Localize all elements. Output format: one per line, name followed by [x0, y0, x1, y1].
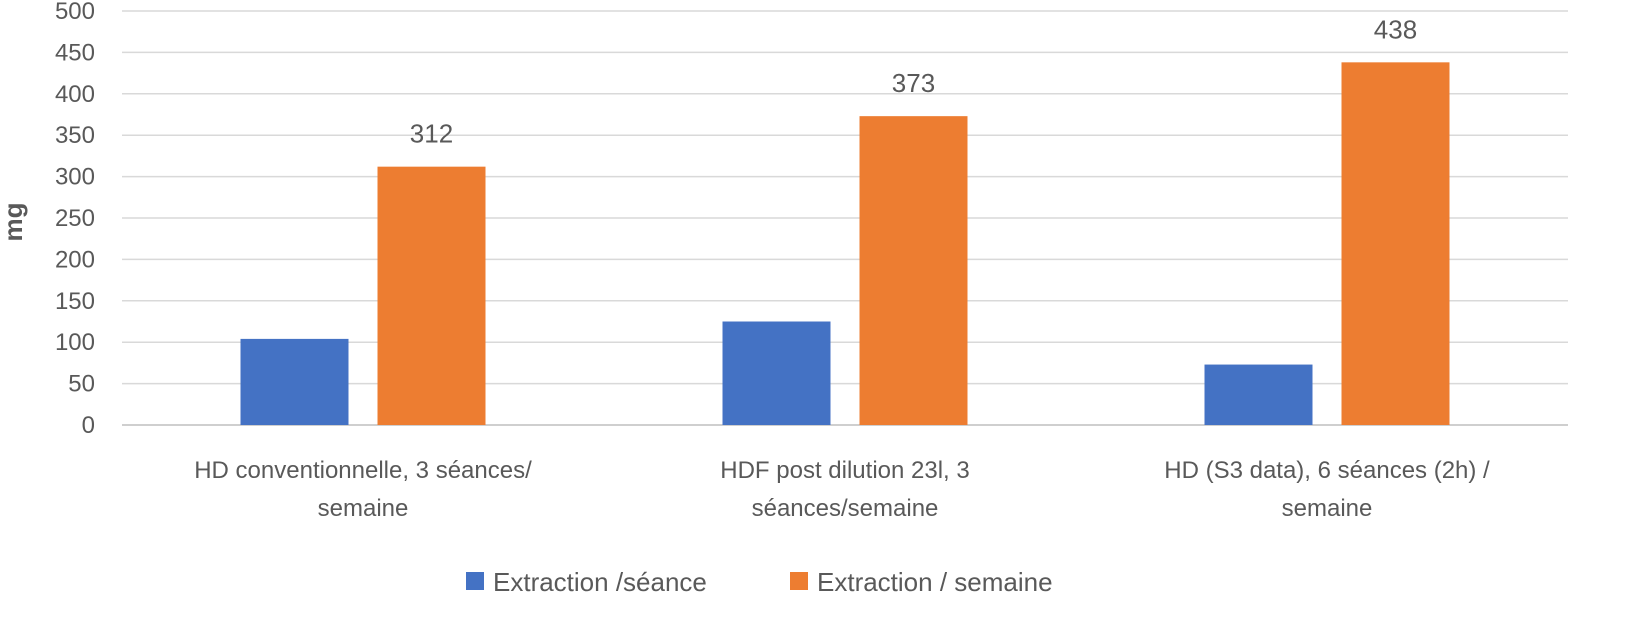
x-axis-category-labels: HD conventionnelle, 3 séances/semaine HDF… — [194, 457, 1490, 522]
y-tick-label: 150 — [55, 288, 95, 315]
legend-swatch-semaine — [790, 572, 808, 590]
data-labels: 312 373 438 — [410, 14, 1417, 148]
legend-label: Extraction / semaine — [817, 567, 1053, 597]
y-tick-label: 350 — [55, 122, 95, 149]
data-label: 438 — [1374, 14, 1417, 44]
y-tick-label: 450 — [55, 39, 95, 66]
x-category-label: HDF post dilution 23l, 3 — [720, 457, 969, 484]
y-tick-label: 50 — [68, 371, 95, 398]
bar-semaine-0 — [377, 166, 486, 425]
y-tick-label: 500 — [55, 0, 95, 25]
y-axis-tick-labels: 0 50 100 150 200 250 300 350 400 450 500 — [55, 0, 95, 439]
x-category-label: séances/semaine — [752, 495, 939, 522]
bar-seance-2 — [1204, 364, 1313, 425]
y-axis-title: mg — [0, 203, 28, 242]
y-tick-label: 250 — [55, 205, 95, 232]
y-tick-label: 0 — [82, 412, 95, 439]
data-label: 312 — [410, 119, 453, 149]
data-label: 373 — [892, 68, 935, 98]
gridlines — [122, 10, 1568, 426]
bar-seance-1 — [722, 321, 831, 425]
legend-label: Extraction /séance — [493, 567, 707, 597]
x-category-label: HD conventionnelle, 3 séances/ — [194, 457, 532, 484]
legend-swatch-seance — [466, 572, 484, 590]
x-category-label: semaine — [318, 495, 409, 522]
x-category-label: semaine — [1282, 495, 1373, 522]
y-tick-label: 400 — [55, 81, 95, 108]
bar-semaine-2 — [1341, 62, 1450, 425]
bars — [240, 62, 1450, 425]
y-tick-label: 200 — [55, 246, 95, 273]
x-category-label: HD (S3 data), 6 séances (2h) / — [1164, 457, 1490, 484]
y-tick-label: 100 — [55, 329, 95, 356]
y-tick-label: 300 — [55, 164, 95, 191]
bar-semaine-1 — [859, 116, 968, 425]
bar-seance-0 — [240, 338, 349, 425]
legend: Extraction /séance Extraction / semaine — [466, 567, 1053, 597]
